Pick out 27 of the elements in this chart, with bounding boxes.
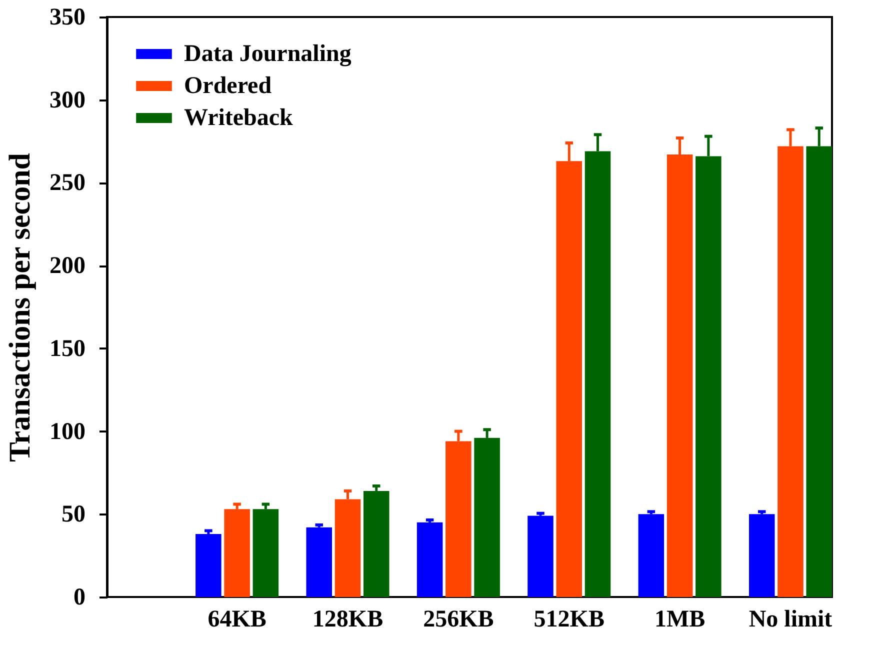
y-tick-label: 200	[50, 253, 86, 280]
bar	[416, 522, 443, 597]
y-tick-label: 0	[74, 584, 86, 610]
legend-label: Writeback	[184, 105, 294, 131]
y-tick-label: 150	[50, 336, 86, 362]
x-tick-label: 256KB	[423, 606, 494, 632]
y-tick-label: 50	[62, 502, 86, 528]
bar	[528, 516, 554, 597]
y-tick-label: 300	[50, 87, 86, 114]
bar	[748, 514, 775, 597]
legend-label: Data Journaling	[184, 41, 352, 67]
y-tick-label: 250	[50, 170, 86, 196]
bar	[363, 490, 390, 597]
y-tick-label: 100	[50, 418, 86, 445]
bar	[638, 514, 664, 597]
bar	[224, 509, 250, 597]
bar	[306, 527, 332, 597]
bar	[196, 534, 222, 597]
bar	[252, 509, 279, 597]
y-tick-label: 350	[50, 4, 86, 30]
legend-label: Ordered	[184, 73, 272, 99]
x-tick-label: No limit	[748, 606, 832, 632]
x-tick-label: 1MB	[654, 606, 706, 632]
x-tick-label: 512KB	[534, 606, 604, 632]
x-tick-label: 64KB	[208, 606, 266, 632]
x-tick-label: 128KB	[312, 606, 384, 632]
y-axis-title: Transactions per second	[4, 152, 36, 462]
